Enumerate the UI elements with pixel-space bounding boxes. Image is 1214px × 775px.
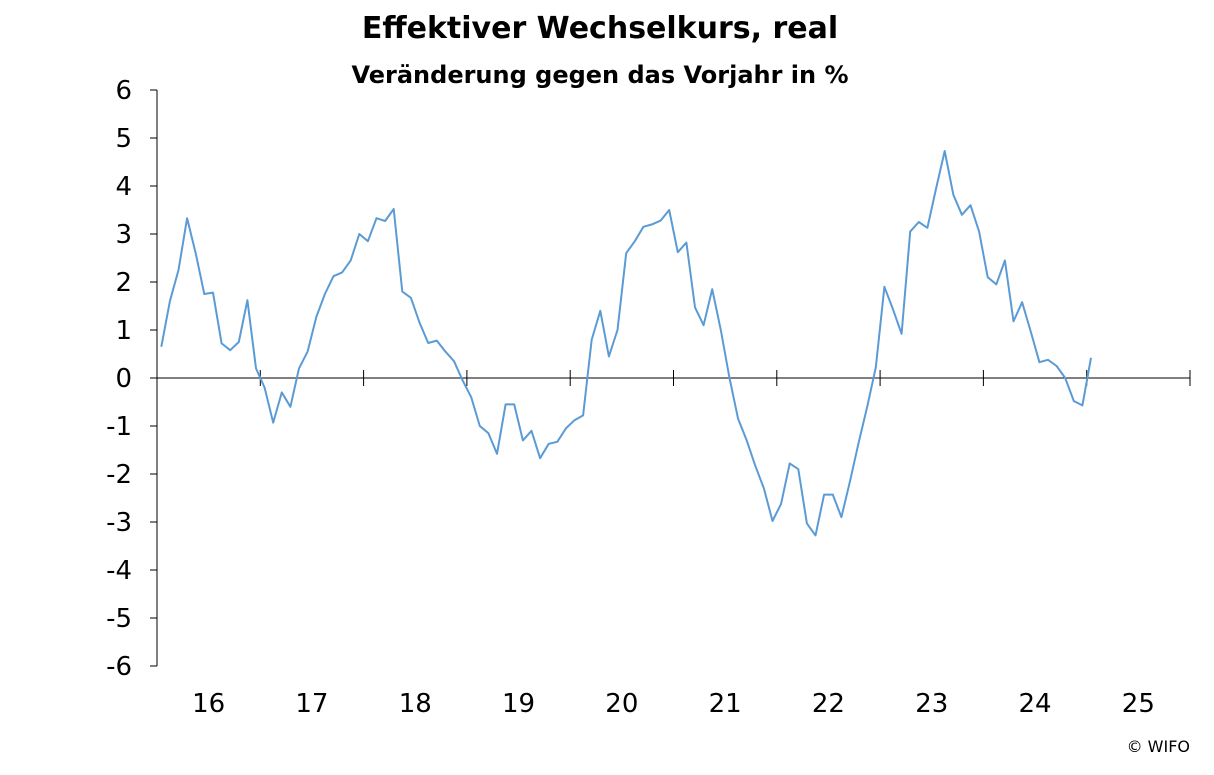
y-axis: 6 5 4 3 2 1 0 -1 -2 -3 -4 -5 -6 — [106, 76, 158, 682]
y-tick-label: -4 — [106, 556, 132, 586]
chart-subtitle: Veränderung gegen das Vorjahr in % — [351, 61, 848, 89]
y-tick-label: 5 — [115, 124, 132, 154]
credit-label: © WIFO — [1127, 737, 1190, 756]
y-tick-label: 1 — [115, 316, 132, 346]
x-tick-label: 17 — [295, 689, 328, 719]
x-tick-label: 22 — [812, 689, 845, 719]
y-tick-label: 0 — [115, 364, 132, 394]
y-tick-label: -6 — [106, 652, 132, 682]
x-tick-label: 20 — [605, 689, 638, 719]
x-tick-label: 25 — [1122, 689, 1155, 719]
series-line — [160, 150, 1092, 537]
y-tick-label: 3 — [115, 220, 132, 250]
y-tick-label: -3 — [106, 508, 132, 538]
x-tick-label: 16 — [192, 689, 225, 719]
x-tick-label: 24 — [1019, 689, 1052, 719]
y-tick-label: 6 — [115, 76, 132, 106]
y-tick-label: 4 — [115, 172, 132, 202]
x-tick-label: 18 — [399, 689, 432, 719]
x-tick-label: 21 — [709, 689, 742, 719]
x-axis: 16 17 18 19 20 21 22 23 24 25 — [157, 370, 1191, 719]
y-tick-label: -2 — [106, 460, 132, 490]
y-tick-label: -5 — [106, 604, 132, 634]
series-layer — [160, 150, 1092, 537]
y-tick-label: -1 — [106, 412, 132, 442]
y-tick-label: 2 — [115, 268, 132, 298]
chart-title: Effektiver Wechselkurs, real — [362, 11, 838, 46]
x-tick-label: 19 — [502, 689, 535, 719]
x-tick-label: 23 — [915, 689, 948, 719]
